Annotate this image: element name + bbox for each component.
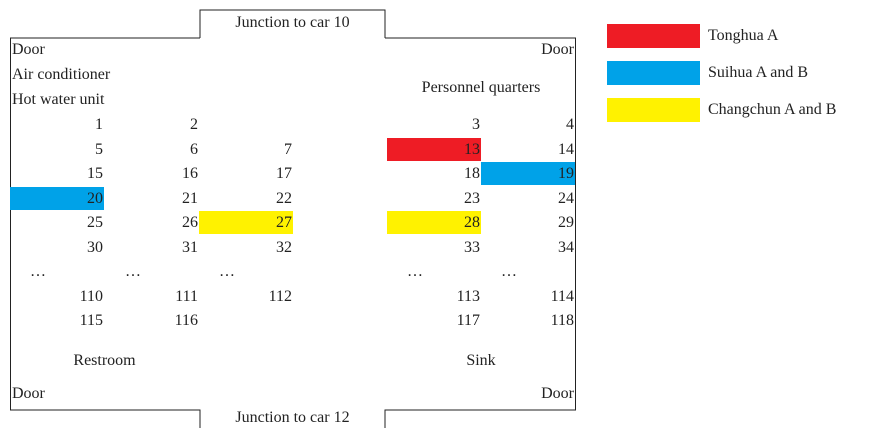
seat: 116 bbox=[174, 312, 198, 329]
seat: 33 bbox=[464, 238, 480, 256]
seat: 110 bbox=[79, 287, 103, 305]
legend-swatch bbox=[607, 24, 700, 48]
junction-top: Junction to car 10 bbox=[235, 14, 350, 31]
seat: … bbox=[219, 263, 235, 280]
seat: 13 bbox=[387, 137, 481, 161]
facility-label: Restroom bbox=[73, 352, 136, 369]
seat: 29 bbox=[558, 214, 574, 231]
seat: 21 bbox=[182, 189, 198, 207]
seat: 112 bbox=[268, 287, 292, 305]
seat: 1 bbox=[95, 116, 103, 133]
seat: 19 bbox=[481, 162, 575, 185]
facility-label: Personnel quarters bbox=[421, 79, 541, 96]
seat: 4 bbox=[566, 116, 574, 133]
seat: 111 bbox=[175, 287, 198, 305]
seat: 5 bbox=[95, 140, 103, 158]
seat: 22 bbox=[276, 189, 292, 207]
seat: 24 bbox=[558, 189, 574, 207]
seat: 117 bbox=[456, 312, 480, 329]
seat: 14 bbox=[558, 140, 574, 158]
seat: 27 bbox=[199, 211, 293, 234]
seat: 31 bbox=[182, 238, 198, 256]
seat: 30 bbox=[87, 238, 103, 256]
legend-swatch bbox=[607, 98, 700, 122]
seat: 23 bbox=[464, 189, 480, 207]
seat: 34 bbox=[558, 238, 574, 256]
facility-label: Sink bbox=[466, 352, 496, 369]
seat: 16 bbox=[182, 165, 198, 182]
seat: 3 bbox=[472, 116, 480, 133]
seat: 28 bbox=[387, 211, 481, 234]
facility-label: Hot water unit bbox=[12, 91, 105, 108]
seat: 26 bbox=[182, 214, 198, 231]
door: Door bbox=[12, 41, 45, 58]
seat: … bbox=[125, 263, 141, 280]
seat: 18 bbox=[464, 165, 480, 182]
seat: 15 bbox=[87, 165, 103, 182]
seat: … bbox=[501, 263, 517, 280]
seat: … bbox=[30, 263, 46, 280]
seat: 2 bbox=[190, 116, 198, 133]
seat: 7 bbox=[284, 140, 292, 158]
seat: … bbox=[407, 263, 423, 280]
seat: 114 bbox=[550, 287, 574, 305]
seat: 113 bbox=[456, 287, 480, 305]
seat: 6 bbox=[190, 140, 198, 158]
seat: 32 bbox=[276, 238, 292, 256]
seat: 115 bbox=[79, 312, 103, 329]
legend-label: Suihua A and B bbox=[708, 64, 809, 81]
door: Door bbox=[541, 385, 574, 402]
seat: 118 bbox=[550, 312, 574, 329]
seat: 25 bbox=[87, 214, 103, 231]
junction-bottom: Junction to car 12 bbox=[235, 409, 350, 426]
legend-label: Tonghua A bbox=[708, 27, 779, 44]
door: Door bbox=[541, 41, 574, 58]
seat: 17 bbox=[276, 165, 292, 182]
legend-swatch bbox=[607, 61, 700, 85]
door: Door bbox=[12, 385, 45, 402]
seat: 20 bbox=[10, 186, 104, 210]
legend-label: Changchun A and B bbox=[708, 101, 837, 118]
facility-label: Air conditioner bbox=[12, 66, 111, 83]
